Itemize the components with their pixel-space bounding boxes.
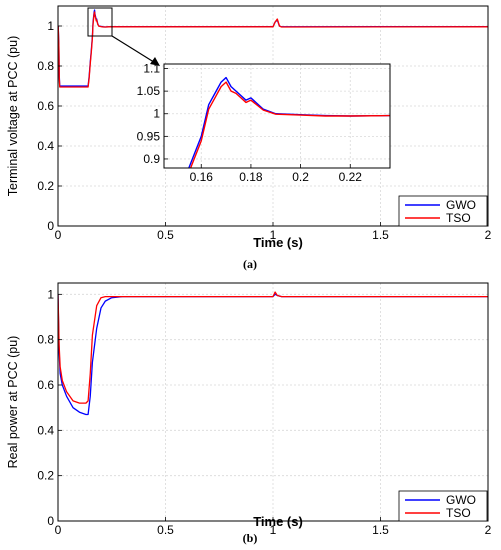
y-tick-label: 1 [47,287,54,301]
grid-b [57,283,489,522]
y-tick-label: 0.2 [37,179,54,193]
y-axis-label-b: Real power at PCC (pu) [6,336,20,469]
inset-chart: 0.9 0.95 1 1.05 1.1 0.16 0.18 0.2 0.22 [137,62,391,184]
x-axis-label-b: Time (s) [253,514,303,529]
zoom-box [87,7,113,37]
y-tick-label: 0 [47,514,54,528]
series-lines-b [58,291,488,416]
x-tick-label: 1.5 [372,523,389,537]
zoom-arrow [111,35,158,65]
chart-a: 0 0.2 0.4 0.6 0.8 1 0 0.5 1 1.5 2 Terminal voltag… [6,5,492,271]
y-tick-label: 0 [47,219,54,233]
y-tick-label: 1 [47,19,54,33]
y-tick-label: 1.05 [137,84,161,98]
x-tick-label: 2 [485,523,492,537]
x-axis-label-a: Time (s) [253,235,303,250]
y-tick-label: 0.4 [37,139,54,153]
caption-a: (a) [243,257,257,271]
x-tick-label: 0.18 [239,170,263,184]
x-tick-label: 1 [270,228,277,242]
x-tick-label: 0.5 [157,523,174,537]
inset-y-ticks: 0.9 0.95 1 1.05 1.1 [137,62,168,166]
legend-b: GWO TSO [398,490,488,522]
series-line-gwo [188,76,390,168]
y-tick-label: 1 [153,107,160,121]
series-line-tso [58,11,488,88]
inset-x-ticks: 0.16 0.18 0.2 0.22 [190,164,363,184]
x-ticks-a: 0 0.5 1 1.5 2 [55,222,492,242]
x-tick-label: 1 [270,523,277,537]
legend-label-gwo-a: GWO [446,198,476,212]
y-tick-label: 1.1 [143,62,160,76]
axes-frame-b [57,282,489,522]
y-tick-label: 0.95 [137,129,161,143]
y-tick-label: 0.2 [37,469,54,483]
x-tick-label: 0.2 [292,170,309,184]
legend-label-tso-b: TSO [446,506,471,520]
y-tick-label: 0.8 [37,333,54,347]
legend-box-b [398,490,488,522]
x-tick-label: 0.5 [157,228,174,242]
inset-series-lines [188,76,390,168]
y-tick-label: 0.9 [143,152,160,166]
x-tick-label: 0 [55,228,62,242]
y-ticks-a: 0 0.2 0.4 0.6 0.8 1 [37,19,62,233]
legend-label-tso-a: TSO [446,211,471,225]
x-tick-label: 2 [485,228,492,242]
y-tick-label: 0.6 [37,378,54,392]
y-axis-label-a: Terminal voltage at PCC (pu) [6,36,20,196]
series-line-tso [189,81,390,168]
legend-box-a [398,195,488,227]
series-lines-a [58,9,488,88]
y-tick-label: 0.8 [37,59,54,73]
x-tick-label: 0 [55,523,62,537]
x-tick-label: 0.16 [190,170,214,184]
inset-frame [163,63,391,169]
plot-area-a [58,9,488,88]
series-line-tso [58,291,488,404]
x-tick-label: 1.5 [372,228,389,242]
zoom-arrowhead [150,57,160,66]
y-tick-label: 0.4 [37,423,54,437]
legend-label-gwo-b: GWO [446,493,476,507]
y-ticks-b: 0 0.2 0.4 0.6 0.8 1 [37,287,62,528]
caption-b: (b) [243,531,258,545]
legend-a: GWO TSO [398,195,488,227]
y-tick-label: 0.6 [37,99,54,113]
chart-b: 0 0.2 0.4 0.6 0.8 1 0 0.5 1 1.5 2 Real power at P… [6,282,492,545]
x-ticks-b: 0 0.5 1 1.5 2 [55,517,492,537]
x-tick-label: 0.22 [339,170,363,184]
